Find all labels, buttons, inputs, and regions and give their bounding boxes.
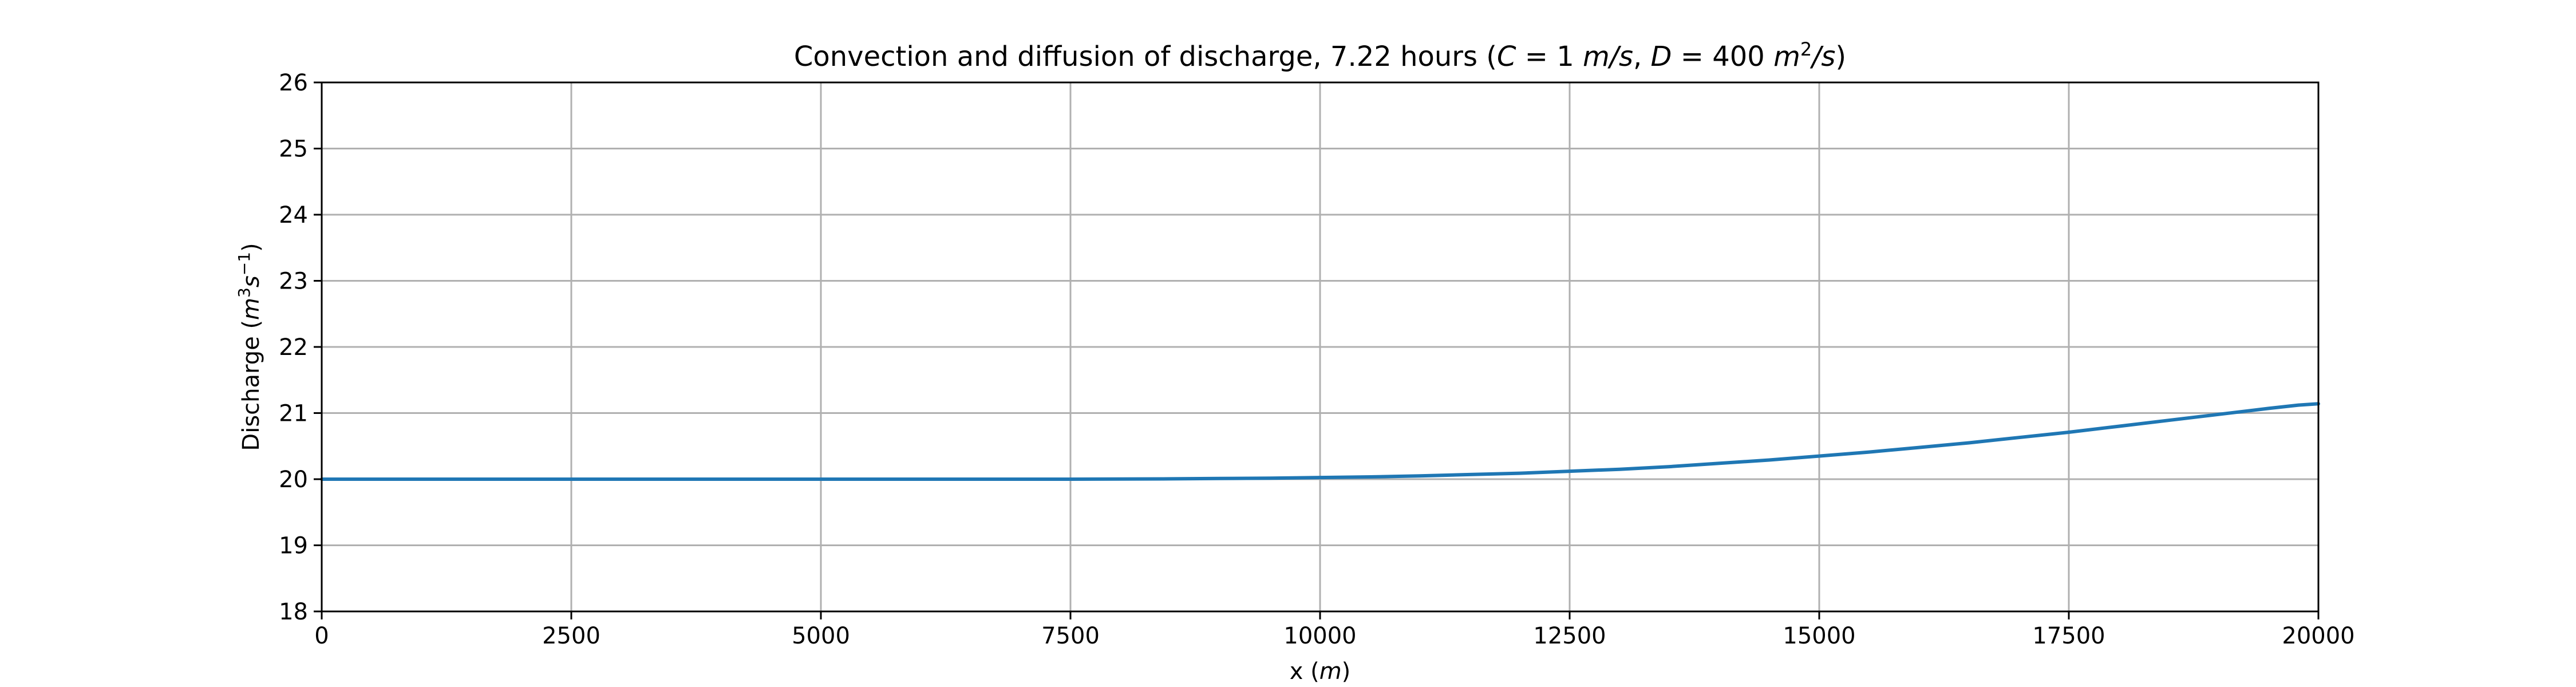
y-tick-label: 22 xyxy=(279,334,308,361)
y-axis-label: Discharge (m3s−1) xyxy=(235,243,264,451)
x-tick-label: 10000 xyxy=(1283,623,1356,649)
x-axis-label: x (m) xyxy=(1290,658,1351,685)
x-tick-label: 15000 xyxy=(1783,623,1855,649)
x-tick-label: 5000 xyxy=(792,623,850,649)
grid-lines xyxy=(321,81,2320,613)
y-tick-label: 24 xyxy=(279,202,308,228)
y-tick-label: 26 xyxy=(279,70,308,96)
y-tick-label: 25 xyxy=(279,136,308,163)
y-tick-label: 21 xyxy=(279,401,308,427)
y-tick-label: 18 xyxy=(279,599,308,625)
x-tick-label: 12500 xyxy=(1533,623,1606,649)
y-tick-label: 23 xyxy=(279,269,308,295)
y-tick-label: 19 xyxy=(279,533,308,559)
data-series xyxy=(320,402,2320,481)
discharge-line xyxy=(320,402,2320,481)
x-tick-label: 7500 xyxy=(1041,623,1100,649)
x-ticks: 0 2500 5000 7500 10000 12500 15000 17500 20000 xyxy=(314,611,2355,649)
y-tick-label: 20 xyxy=(279,467,308,493)
x-tick-label: 17500 xyxy=(2032,623,2105,649)
x-tick-label: 0 xyxy=(314,623,329,649)
x-tick-label: 20000 xyxy=(2282,623,2354,649)
chart-title: Convection and diffusion of discharge, 7… xyxy=(794,38,1846,73)
y-ticks: 18 19 20 21 22 23 24 25 26 xyxy=(279,70,322,625)
x-tick-label: 2500 xyxy=(542,623,600,649)
